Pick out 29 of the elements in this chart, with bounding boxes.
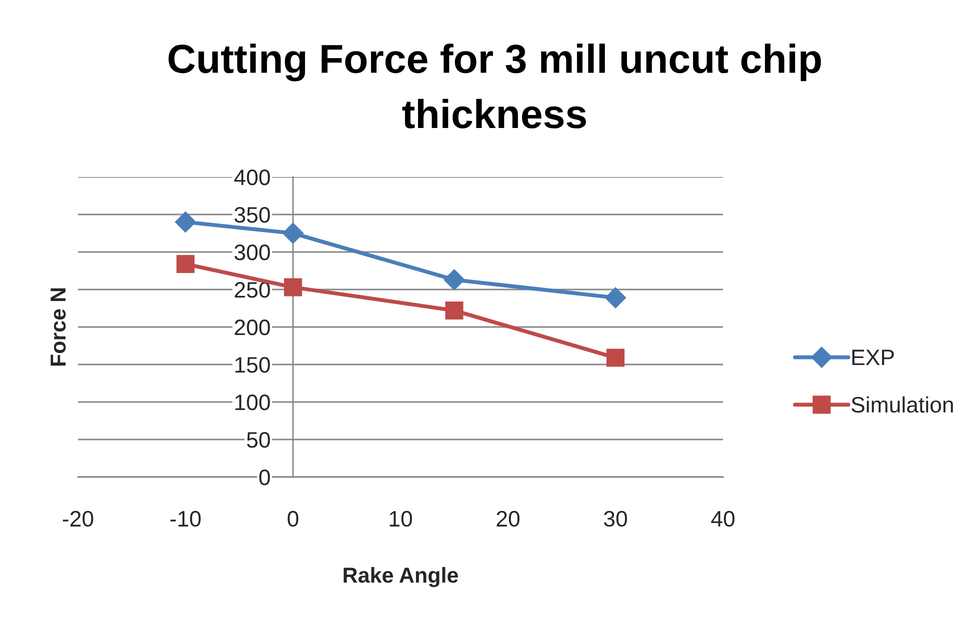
legend-label: Simulation [852,396,953,413]
point [176,254,195,274]
y-axis-title: Force N [50,288,66,366]
x-tick-label: 0 [288,510,298,527]
x-tick-label: 10 [390,510,412,527]
y-tick-label: 400 [234,170,270,186]
y-tick-label: 150 [235,357,270,373]
point [444,269,465,290]
x-axis-title: Rake Angle [344,567,458,588]
x-tick-label: 20 [496,510,520,527]
y-tick-label: 100 [235,394,270,410]
y-tick-label: 200 [234,320,270,336]
y-tick-label: 250 [234,282,270,298]
point [174,211,196,233]
point [604,287,626,308]
x-tick-label: 30 [604,510,627,527]
x-tick-label: -10 [170,510,201,527]
x-tick-label: -20 [62,510,94,527]
y-tick-label: 300 [234,244,270,260]
point [284,278,302,296]
y-tick-label: 0 [259,470,270,486]
legend-label: EXP [852,350,894,366]
chart-title: Cutting Force for 3 mill uncut chip thickness [168,44,821,128]
point [606,348,625,367]
y-tick-label: 350 [234,207,270,223]
point [445,301,464,320]
point [282,222,304,244]
y-tick-label: 50 [246,432,270,448]
x-tick-label: 40 [711,510,734,527]
